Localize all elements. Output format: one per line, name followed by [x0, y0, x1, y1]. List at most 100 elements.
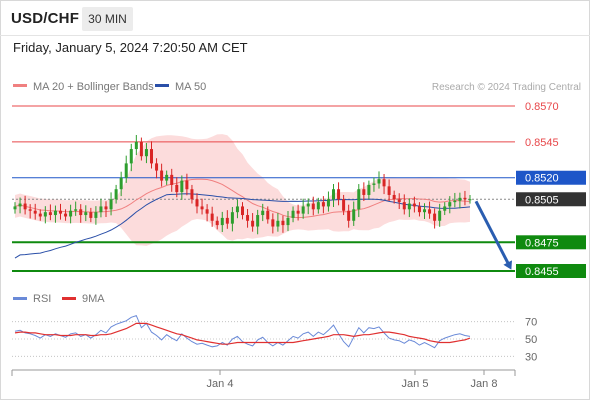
candle-body [89, 212, 93, 218]
candle-body [205, 209, 209, 214]
candle-body [180, 180, 184, 193]
candle-body [306, 203, 310, 207]
arrow-shaft [474, 200, 512, 268]
candle-body [311, 203, 315, 210]
level-label-0.8505: 0.8505 [525, 194, 559, 206]
candle [468, 194, 472, 204]
candle-body [448, 202, 452, 207]
candle [256, 209, 260, 235]
candle-body [114, 189, 118, 200]
candle [205, 204, 209, 222]
price-level-labels: 0.8570 0.8545 0.8520 0.8505 0.8475 0.8455 [516, 101, 586, 278]
candle [170, 168, 174, 192]
candle-body [28, 209, 32, 211]
rsi-legend-label: RSI [33, 293, 51, 305]
candle [190, 184, 194, 204]
candle [347, 204, 351, 228]
candle [48, 204, 52, 221]
candle-body [296, 210, 300, 214]
candle-body [59, 210, 62, 214]
candle [458, 192, 462, 209]
candle [195, 193, 199, 214]
candle [392, 190, 396, 204]
candle-body [433, 213, 437, 221]
candle-body [48, 212, 52, 216]
candle [463, 190, 467, 206]
candle [104, 201, 108, 218]
candle [337, 182, 341, 206]
candle [124, 155, 128, 183]
candle-body [160, 170, 164, 181]
candle-body [276, 220, 280, 227]
candle [448, 196, 452, 214]
candle-body [271, 219, 275, 227]
candle [433, 208, 437, 229]
candle [43, 206, 47, 224]
candle-body [185, 180, 189, 190]
candle-body [443, 206, 447, 211]
candle-body [291, 210, 295, 218]
rsi-line [14, 314, 471, 349]
candle-body [342, 199, 346, 211]
candle-body [362, 189, 366, 195]
candle-body [23, 203, 27, 210]
candle-body [428, 209, 432, 214]
candle [59, 203, 62, 220]
level-label-0.8455: 0.8455 [525, 266, 559, 278]
candle-body [129, 149, 133, 164]
level-label-0.8475: 0.8475 [525, 237, 559, 249]
candle [377, 171, 381, 189]
rsi-tick-70: 70 [525, 317, 537, 329]
candle-body [139, 141, 143, 157]
candle [28, 204, 32, 219]
candle-body [423, 209, 426, 213]
x-tick-label-1: Jan 5 [402, 378, 429, 390]
candle [180, 175, 184, 200]
rsi-panel: 70 50 30 [12, 314, 537, 363]
candle [246, 209, 250, 228]
candle-body [412, 203, 416, 207]
candle [38, 209, 42, 221]
candle [423, 203, 426, 220]
timeframe-button[interactable]: 30 MIN [82, 7, 133, 31]
candle [332, 184, 335, 208]
x-axis: Jan 4 Jan 5 Jan 8 [11, 369, 516, 390]
candle [23, 195, 27, 215]
candle-body [134, 141, 138, 150]
candle [362, 182, 366, 201]
candle-body [200, 206, 204, 210]
candle [235, 199, 239, 219]
candle-body [94, 212, 98, 218]
candle-body [407, 203, 411, 210]
level-tag-0.8520 [516, 170, 586, 185]
candle [261, 203, 265, 222]
candle-body [286, 217, 290, 226]
candle [453, 192, 457, 208]
candle [412, 196, 416, 213]
candle-body [281, 220, 285, 226]
candle [407, 198, 411, 218]
candle [220, 211, 224, 232]
x-tick-label-0: Jan 4 [207, 378, 234, 390]
candle-body [38, 213, 42, 217]
candle-body [382, 179, 386, 187]
candle [352, 201, 356, 226]
candle-body [99, 206, 103, 213]
candle [271, 213, 275, 234]
candle [84, 205, 88, 222]
candle [417, 202, 421, 217]
candle-body [261, 210, 265, 216]
candle [155, 158, 159, 179]
rsi-ma-line [14, 322, 471, 345]
candle [251, 213, 255, 232]
candle [94, 206, 98, 225]
candle [311, 196, 315, 216]
rsi-legend-swatch [13, 297, 27, 300]
candle-body [230, 212, 234, 224]
ma20-legend-label: MA 20 + Bollinger Bands [33, 81, 154, 93]
timestamp: Friday, January 5, 2024 7:20:50 AM CET [13, 40, 248, 55]
candle [119, 171, 123, 197]
candle [185, 173, 189, 196]
ma50-legend-swatch [155, 84, 169, 87]
